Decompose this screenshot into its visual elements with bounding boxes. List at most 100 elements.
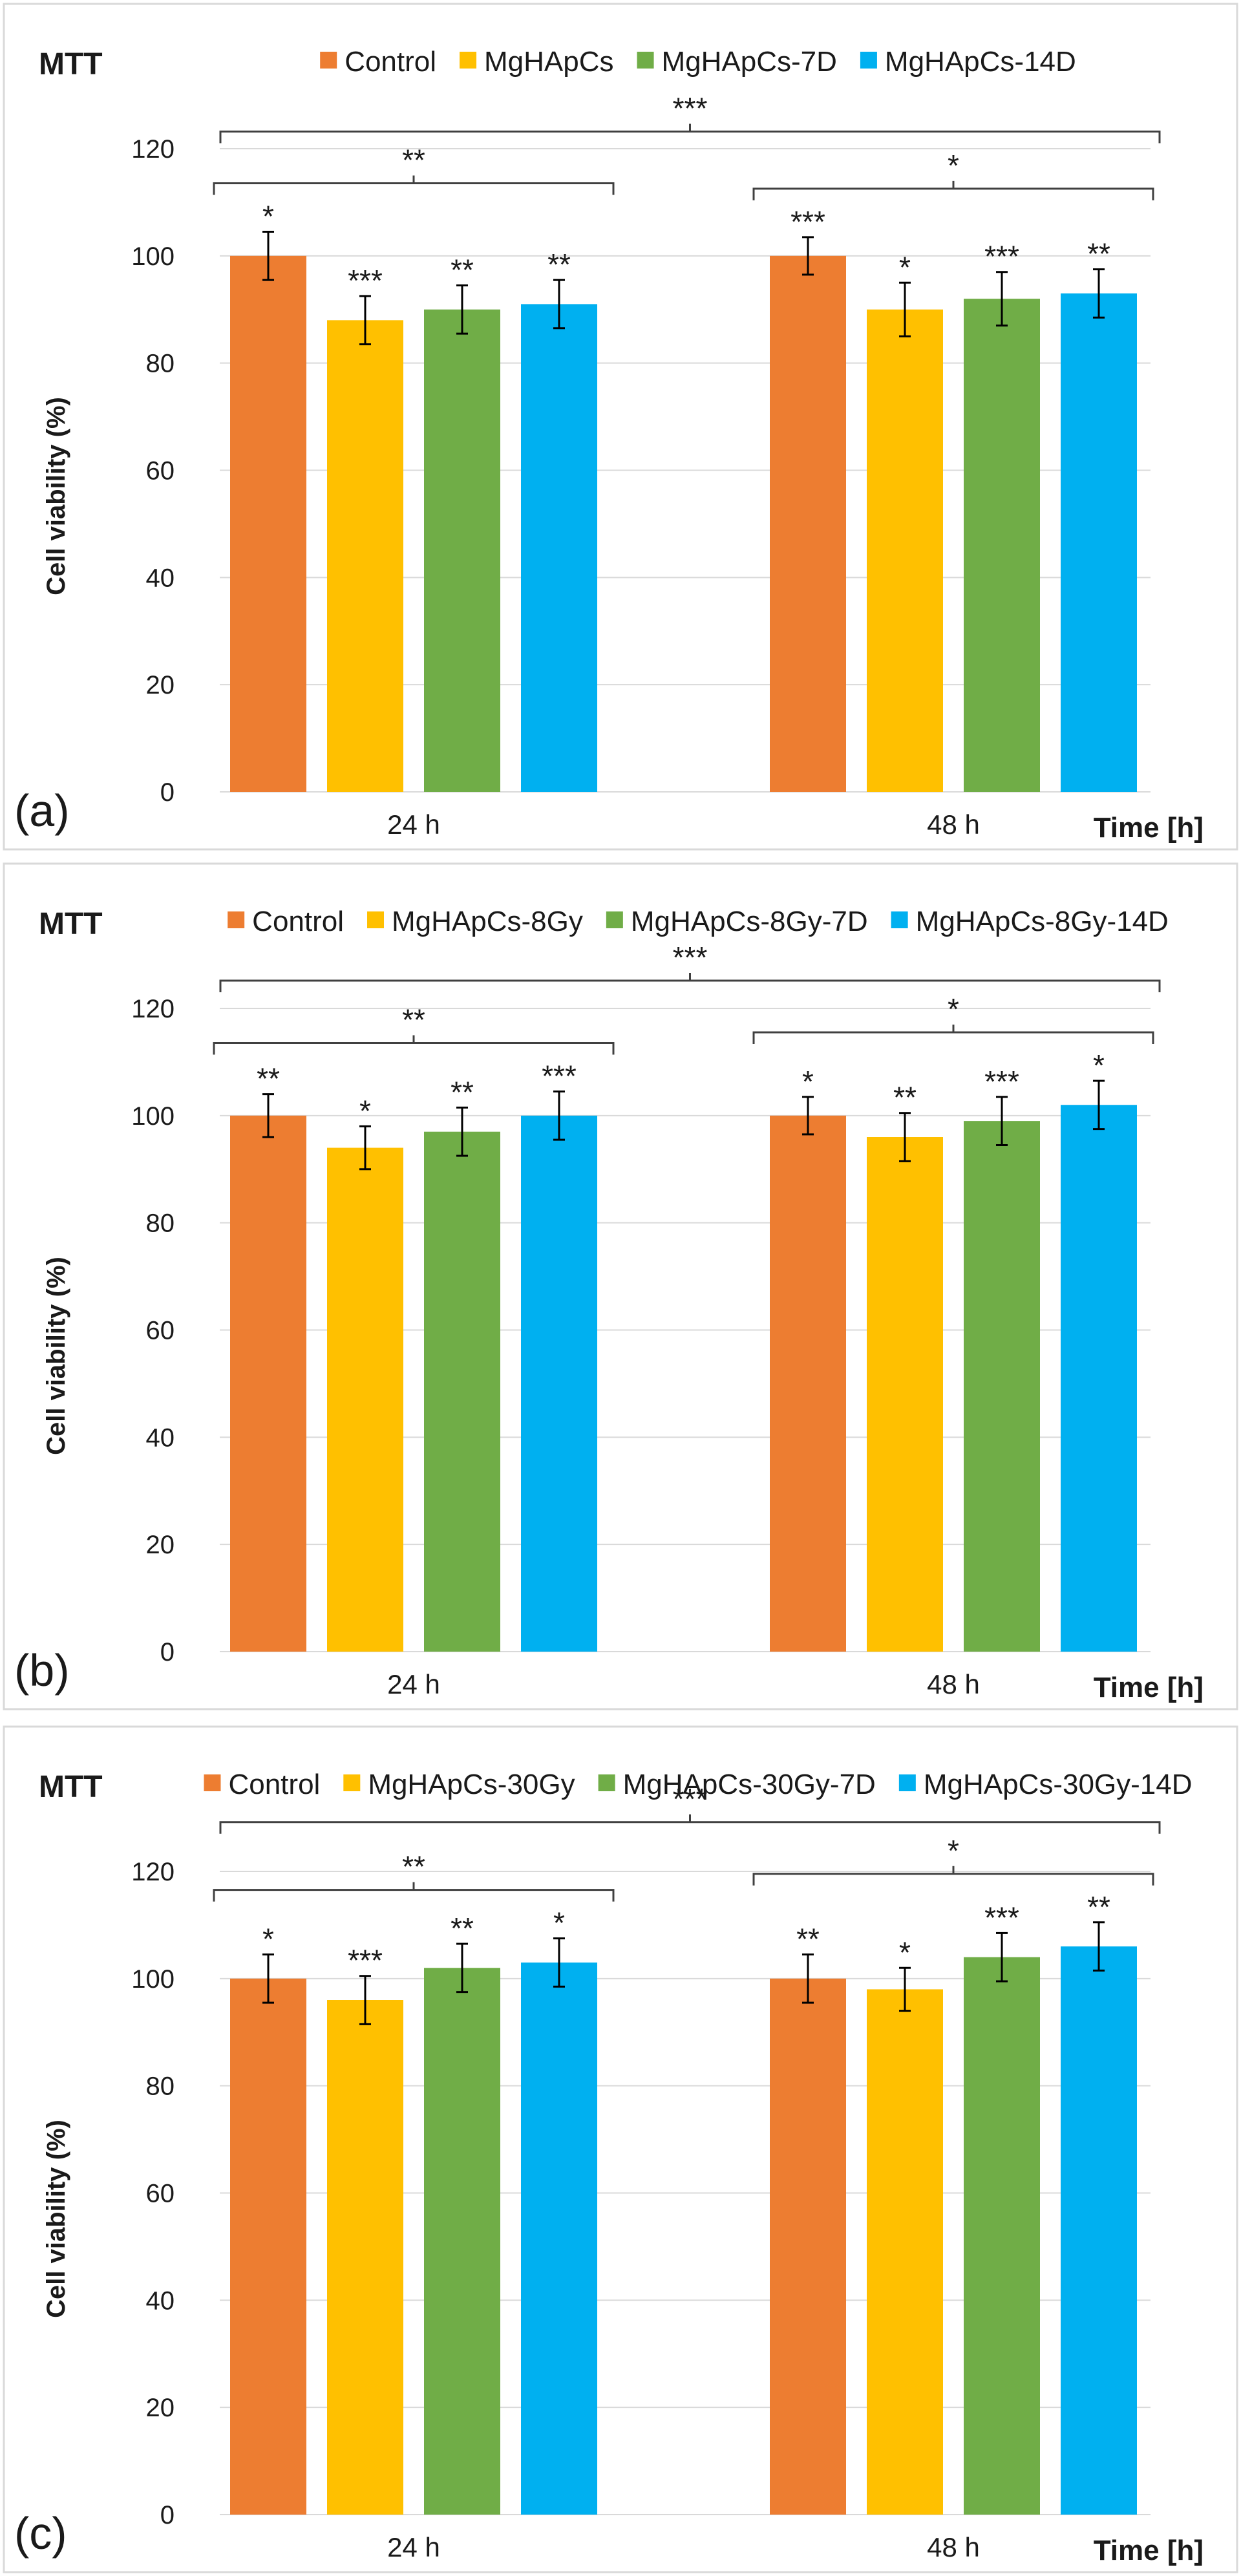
legend-swatch (204, 1774, 221, 1791)
panel-border (3, 862, 1238, 1710)
significance-marker: ** (451, 1075, 474, 1109)
y-tick-label: 0 (160, 1638, 175, 1666)
y-tick-label: 40 (146, 564, 175, 592)
group-bracket (752, 180, 1154, 200)
bar (867, 309, 943, 792)
bar (230, 1978, 306, 2515)
bracket-label: * (948, 1834, 959, 1868)
bar (230, 255, 306, 792)
group-bracket (752, 1024, 1154, 1044)
bar (424, 1131, 500, 1652)
y-tick-label: 60 (146, 1317, 175, 1345)
bar (327, 320, 403, 792)
x-axis-label: Time [h] (1094, 2535, 1204, 2566)
y-tick-label: 120 (131, 135, 175, 164)
bar (327, 1147, 403, 1652)
bar (521, 1115, 597, 1652)
y-tick-label: 20 (146, 671, 175, 699)
significance-marker: ** (257, 1062, 280, 1096)
outer-bracket (219, 123, 1161, 144)
bracket-label: * (948, 149, 959, 182)
bracket-label: ** (402, 1003, 425, 1037)
group-bracket (213, 175, 615, 195)
y-tick-label: 0 (160, 778, 175, 807)
group-bracket (213, 1882, 615, 1902)
bar (770, 1115, 846, 1652)
significance-marker: * (553, 1906, 565, 1940)
y-tick-label: 60 (146, 2180, 175, 2208)
legend-entry: Control (345, 46, 436, 78)
bar (770, 1978, 846, 2515)
y-tick-label: 80 (146, 2072, 175, 2101)
legend-swatch (860, 52, 877, 69)
significance-marker: * (359, 1094, 371, 1127)
bar (424, 1968, 500, 2515)
group-bracket (213, 1035, 615, 1055)
significance-marker: * (262, 1922, 274, 1956)
group-bracket (752, 1866, 1154, 1886)
legend-entry: Control (252, 906, 344, 937)
y-tick-label: 80 (146, 350, 175, 378)
y-tick-label: 20 (146, 1531, 175, 1559)
x-tick-label: 48 h (927, 2532, 980, 2562)
legend-entry: MgHApCs-30Gy-7D (623, 1769, 876, 1800)
chart-panel: 0 20 40 60 80 100 120 MTT Cell viability (%) (c) T… (3, 1725, 1238, 2573)
legend-swatch (606, 911, 623, 928)
chart-title: MTT (39, 1770, 103, 1804)
bar (327, 2000, 403, 2515)
bar (1061, 293, 1137, 792)
significance-marker: *** (790, 205, 825, 239)
legend-entry: MgHApCs-8Gy (392, 906, 583, 937)
significance-marker: *** (984, 1900, 1019, 1934)
bar (424, 309, 500, 792)
y-tick-label: 100 (131, 1965, 175, 1994)
x-tick-label: 24 h (387, 1669, 440, 1699)
panel-label: (a) (14, 785, 70, 836)
bar (521, 1962, 597, 2515)
legend-swatch (343, 1774, 361, 1791)
significance-marker: *** (542, 1059, 577, 1093)
bar (867, 1137, 943, 1652)
bar (1061, 1946, 1137, 2515)
bar (230, 1115, 306, 1652)
significance-marker: ** (796, 1922, 820, 1956)
significance-marker: ** (547, 248, 571, 281)
x-tick-label: 24 h (387, 2532, 440, 2562)
bracket-label: *** (673, 92, 708, 125)
y-tick-label: 100 (131, 242, 175, 271)
significance-marker: ** (893, 1081, 917, 1114)
panel-label: (b) (14, 1645, 70, 1696)
significance-marker: *** (348, 264, 383, 297)
significance-marker: ** (451, 1911, 474, 1945)
y-axis-label: Cell viability (%) (42, 1257, 70, 1455)
significance-marker: *** (348, 1944, 383, 1977)
significance-marker: * (899, 250, 911, 284)
legend-entry: MgHApCs-7D (662, 46, 837, 78)
legend-entry: MgHApCs-14D (885, 46, 1076, 78)
bracket-label: * (948, 992, 959, 1026)
chart-title: MTT (39, 47, 103, 81)
y-tick-label: 120 (131, 1858, 175, 1886)
bar (964, 1957, 1040, 2515)
bracket-label: ** (402, 144, 425, 177)
bracket-label: ** (402, 1850, 425, 1884)
y-tick-label: 100 (131, 1102, 175, 1131)
legend-swatch (460, 52, 477, 69)
legend-entry: Control (228, 1769, 320, 1800)
outer-bracket (219, 1814, 1161, 1834)
legend-swatch (367, 911, 385, 928)
panel-border (3, 3, 1238, 851)
bar (770, 255, 846, 792)
y-tick-label: 60 (146, 457, 175, 485)
outer-bracket (219, 972, 1161, 992)
y-tick-label: 40 (146, 2286, 175, 2315)
significance-marker: ** (451, 253, 474, 286)
legend-swatch (598, 1774, 615, 1791)
y-axis-label: Cell viability (%) (42, 397, 70, 595)
significance-marker: ** (1087, 1890, 1110, 1924)
y-tick-label: 120 (131, 995, 175, 1023)
y-tick-label: 40 (146, 1423, 175, 1452)
significance-marker: * (1093, 1048, 1105, 1082)
x-tick-label: 24 h (387, 809, 440, 840)
